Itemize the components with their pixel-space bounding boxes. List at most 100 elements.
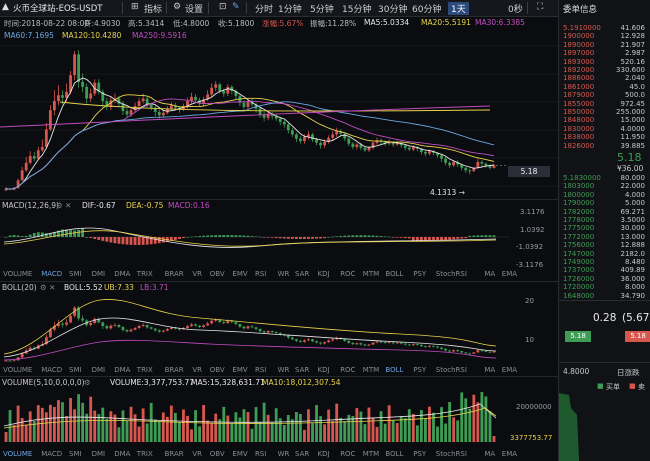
bid-row[interactable]: 1778000 3.5000 [559, 216, 650, 227]
indicator-tab-boll[interactable]: BOLL [385, 450, 404, 458]
indicator-tab-emv[interactable]: EMV [232, 366, 248, 374]
indicator-tab-brar[interactable]: BRAR [164, 270, 184, 278]
indicator-tab-stochrsi[interactable]: StochRSI [435, 270, 467, 278]
ask-row[interactable]: 1879000 500.0 [559, 91, 650, 102]
pen-icon[interactable]: ✎ [232, 2, 240, 12]
ask-row[interactable]: 1897000 2.987 [559, 49, 650, 60]
indicator-tab-macd[interactable]: MACD [41, 366, 63, 374]
boll-settings-icon[interactable]: ⚙ ✕ [40, 283, 56, 292]
candlestick-chart[interactable] [0, 42, 558, 197]
interval-5[interactable]: 60分钟 [412, 5, 442, 15]
indicator-tab-mtm[interactable]: MTM [362, 450, 380, 458]
bid-row[interactable]: 5.1830000 80.000 [559, 174, 650, 185]
indicator-tab-mtm[interactable]: MTM [362, 270, 380, 278]
bid-row[interactable]: 1749000 8.480 [559, 258, 650, 269]
indicator-tab-trix[interactable]: TRIX [136, 270, 153, 278]
bid-row[interactable]: 1782000 69.271 [559, 208, 650, 219]
bid-row[interactable]: 1747000 2182.0 [559, 250, 650, 261]
interval-4[interactable]: 30分钟 [378, 5, 408, 15]
interval-2[interactable]: 5分钟 [310, 5, 334, 15]
indicator-tab-stochrsi[interactable]: StochRSI [435, 366, 467, 374]
indicator-tab-volume[interactable]: VOLUME [3, 270, 33, 278]
indicator-tab-volume[interactable]: VOLUME [3, 450, 33, 458]
indicator-tab-macd[interactable]: MACD [41, 270, 63, 278]
interval-1[interactable]: 1分钟 [278, 5, 302, 15]
indicator-tab-dmi[interactable]: DMI [91, 270, 106, 278]
ask-row[interactable]: 1826000 39.885 [559, 142, 650, 153]
indicator-tab-smi[interactable]: SMI [69, 270, 82, 278]
ask-row[interactable]: 5.1910000 41.606 [559, 24, 650, 35]
indicator-tab-vr[interactable]: VR [192, 450, 203, 458]
indicator-tab-obv[interactable]: OBV [209, 366, 225, 374]
bid-row[interactable]: 1648000 34.790 [559, 292, 650, 303]
bid-row[interactable]: 1803000 22.000 [559, 182, 650, 193]
bid-row[interactable]: 1720000 8.000 [559, 283, 650, 294]
indicator-tab-smi[interactable]: SMI [69, 450, 82, 458]
indicator-tab-kdj[interactable]: KDJ [317, 366, 330, 374]
indicator-tab-rsi[interactable]: RSI [255, 450, 267, 458]
interval-6[interactable]: 1天 [448, 2, 469, 15]
indicator-tab-psy[interactable]: PSY [413, 366, 427, 374]
indicator-tab-kdj[interactable]: KDJ [317, 270, 330, 278]
indicator-tab-ema[interactable]: EMA [501, 450, 518, 458]
ask-row[interactable]: 1855000 972.45 [559, 100, 650, 111]
volume-settings-icon[interactable]: ⚙ [84, 378, 91, 387]
indicator-button[interactable]: 指标 [144, 5, 163, 15]
indicator-tab-macd[interactable]: MACD [41, 450, 63, 458]
ask-row[interactable]: 1893000 520.16 [559, 58, 650, 69]
indicator-tab-sar[interactable]: SAR [295, 270, 310, 278]
draw-icon[interactable]: ⊡ [219, 2, 227, 12]
indicator-tab-psy[interactable]: PSY [413, 450, 427, 458]
ask-row[interactable]: 1886000 2.040 [559, 74, 650, 85]
bid-row[interactable]: 1800000 4.000 [559, 191, 650, 202]
indicator-tab-trix[interactable]: TRIX [136, 366, 153, 374]
indicator-tab-dmi[interactable]: DMI [91, 366, 106, 374]
indicator-tab-rsi[interactable]: RSI [255, 366, 267, 374]
indicator-tab-roc[interactable]: ROC [340, 270, 356, 278]
indicator-tab-ma[interactable]: MA [484, 450, 496, 458]
indicator-tab-boll[interactable]: BOLL [385, 366, 404, 374]
indicator-tab-emv[interactable]: EMV [232, 450, 248, 458]
indicator-tab-obv[interactable]: OBV [209, 450, 225, 458]
indicator-tab-obv[interactable]: OBV [209, 270, 225, 278]
ask-row[interactable]: 1830000 4.0000 [559, 125, 650, 136]
indicator-tab-dma[interactable]: DMA [114, 366, 131, 374]
indicator-tab-boll[interactable]: BOLL [385, 270, 404, 278]
indicator-tab-smi[interactable]: SMI [69, 366, 82, 374]
bid-row[interactable]: 1790000 5.000 [559, 199, 650, 210]
indicator-tab-ma[interactable]: MA [484, 366, 496, 374]
indicator-tab-vr[interactable]: VR [192, 270, 203, 278]
indicator-tab-kdj[interactable]: KDJ [317, 450, 330, 458]
fullscreen-icon[interactable]: ⛶ [537, 2, 544, 12]
indicator-tab-wr[interactable]: WR [277, 450, 290, 458]
indicator-tab-volume[interactable]: VOLUME [3, 366, 33, 374]
bid-row[interactable]: 1737000 409.89 [559, 266, 650, 277]
bid-row[interactable]: 1726000 36.000 [559, 275, 650, 286]
indicator-tab-dmi[interactable]: DMI [91, 450, 106, 458]
indicator-tab-brar[interactable]: BRAR [164, 366, 184, 374]
indicator-tab-dma[interactable]: DMA [114, 270, 131, 278]
interval-3[interactable]: 15分钟 [342, 5, 372, 15]
indicator-tab-stochrsi[interactable]: StochRSI [435, 450, 467, 458]
indicator-tab-wr[interactable]: WR [277, 366, 290, 374]
indicator-tab-trix[interactable]: TRIX [136, 450, 153, 458]
indicator-tab-emv[interactable]: EMV [232, 270, 248, 278]
indicator-tab-vr[interactable]: VR [192, 366, 203, 374]
indicator-tab-wr[interactable]: WR [277, 270, 290, 278]
ask-row[interactable]: 1850000 255.000 [559, 108, 650, 119]
indicator-tab-psy[interactable]: PSY [413, 270, 427, 278]
ask-row[interactable]: 1861000 45.0 [559, 83, 650, 94]
interval-0[interactable]: 分时 [255, 5, 274, 15]
bid-row[interactable]: 1756000 12.888 [559, 241, 650, 252]
ask-row[interactable]: 1892000 330.600 [559, 66, 650, 77]
indicator-tab-rsi[interactable]: RSI [255, 270, 267, 278]
indicator-tab-mtm[interactable]: MTM [362, 366, 380, 374]
bid-row[interactable]: 1772000 13.000 [559, 233, 650, 244]
sell-price-button[interactable]: 5.18 [625, 331, 650, 342]
indicator-tab-dma[interactable]: DMA [114, 450, 131, 458]
indicator-tab-ema[interactable]: EMA [501, 270, 518, 278]
indicator-tab-ma[interactable]: MA [484, 270, 496, 278]
ask-row[interactable]: 1890000 21.907 [559, 41, 650, 52]
ask-row[interactable]: 1848000 15.000 [559, 116, 650, 127]
bid-row[interactable]: 1775000 30.000 [559, 224, 650, 235]
